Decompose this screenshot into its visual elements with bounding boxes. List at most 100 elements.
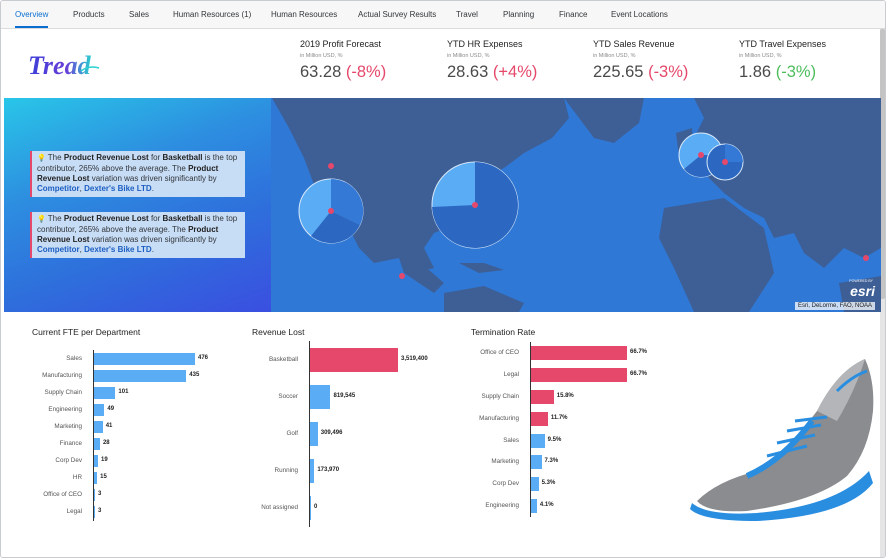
fte-bar[interactable] xyxy=(94,352,195,365)
fte-category-label: Corp Dev xyxy=(55,457,82,465)
fte-bar[interactable] xyxy=(94,489,95,502)
fte-bar[interactable] xyxy=(94,472,98,485)
tab-overview[interactable]: Overview xyxy=(15,1,49,28)
marker-dot[interactable] xyxy=(472,202,478,208)
logo-swoosh-icon: Tread xyxy=(28,51,100,80)
marker-dot[interactable] xyxy=(698,152,704,158)
location-dot[interactable] xyxy=(328,163,334,169)
termination-chart-title: Termination Rate xyxy=(471,327,536,337)
insight-text: . xyxy=(151,184,154,193)
insight-dimension: Basketball xyxy=(162,214,203,223)
kpi-subtitle: in Million USD, % xyxy=(300,53,343,59)
fte-value-label: 41 xyxy=(105,422,113,429)
tab-planning[interactable]: Planning xyxy=(503,10,535,19)
termination-value-label: 66.7% xyxy=(630,348,648,355)
tab-finance[interactable]: Finance xyxy=(559,10,588,19)
fte-axis xyxy=(93,350,94,521)
fte-category-label: Sales xyxy=(66,354,82,362)
fte-category-label: Engineering xyxy=(48,405,82,413)
insight-link-company[interactable]: Dexter's Bike LTD xyxy=(84,245,152,254)
fte-bar[interactable] xyxy=(94,420,103,433)
kpi-value: 225.65 (-3%) xyxy=(593,63,743,82)
termination-bar[interactable] xyxy=(531,433,545,448)
revenue-bar[interactable] xyxy=(310,422,318,446)
location-dot[interactable] xyxy=(863,255,869,261)
kpi-delta: (-3%) xyxy=(776,63,816,81)
marker-dot[interactable] xyxy=(328,208,334,214)
fte-bar[interactable] xyxy=(94,403,105,416)
geo-map[interactable]: 💡 The Product Revenue Lost for Basketbal… xyxy=(4,98,881,312)
tab-human-resources[interactable]: Human Resources xyxy=(271,10,338,19)
insight-text: for xyxy=(148,214,163,223)
revenue-bar[interactable] xyxy=(310,384,331,409)
smart-insight-card[interactable]: 💡 The Product Revenue Lost for Basketbal… xyxy=(30,212,245,258)
revenue-bar[interactable] xyxy=(310,496,311,521)
kpi-subtitle: in Million USD, % xyxy=(739,53,782,59)
kpi-number: 63.28 xyxy=(300,63,342,81)
termination-category-label: Manufacturing xyxy=(479,414,519,422)
termination-bar[interactable] xyxy=(531,499,537,514)
tab-actual-survey-results[interactable]: Actual Survey Results xyxy=(358,10,437,19)
kpi-tile[interactable]: YTD HR Expenses in Million USD, % 28.63 (+… xyxy=(447,39,597,82)
fte-value-label: 3 xyxy=(98,491,102,498)
kpi-delta-value: -8% xyxy=(351,63,381,81)
fte-bar[interactable] xyxy=(94,386,116,399)
insight-text: is the top contributor, 265% above the a… xyxy=(37,153,238,173)
kpi-tile[interactable]: YTD Sales Revenue in Million USD, % 225.65… xyxy=(593,39,743,82)
kpi-value: 28.63 (+4%) xyxy=(447,63,597,82)
kpi-delta: (-3%) xyxy=(648,63,688,81)
insight-text: for xyxy=(148,153,163,162)
revenue-category-label: Basketball xyxy=(268,355,298,363)
revenue-value-label: 0 xyxy=(314,504,318,511)
fte-category-label: Marketing xyxy=(54,422,82,430)
revenue-bar[interactable] xyxy=(310,347,398,372)
tab-event-locations[interactable]: Event Locations xyxy=(611,10,668,19)
fte-value-label: 476 xyxy=(198,354,209,361)
kpi-delta-close: ) xyxy=(531,63,538,81)
insight-measure: Product Revenue Lost xyxy=(37,225,219,244)
marker-dot[interactable] xyxy=(722,159,728,165)
fte-bar[interactable] xyxy=(94,506,95,519)
tab-sales[interactable]: Sales xyxy=(129,10,150,19)
fte-bar[interactable] xyxy=(94,438,100,451)
termination-bar[interactable] xyxy=(531,345,627,360)
termination-bar[interactable] xyxy=(531,389,554,404)
pie-marker-east[interactable] xyxy=(431,161,519,249)
pie-marker-central-europe[interactable] xyxy=(706,143,744,181)
logo-text: Tread xyxy=(28,51,92,80)
kpi-delta-value: -3% xyxy=(781,63,811,81)
kpi-subtitle: in Million USD, % xyxy=(593,53,636,59)
revenue-value-label: 819,545 xyxy=(333,392,356,399)
kpi-delta-close: ) xyxy=(810,63,817,81)
location-dot[interactable] xyxy=(399,273,405,279)
termination-axis xyxy=(530,342,531,518)
insight-link-competitor[interactable]: Competitor xyxy=(37,184,80,193)
vertical-scrollbar[interactable] xyxy=(880,29,885,557)
smart-insight-card[interactable]: 💡 The Product Revenue Lost for Basketbal… xyxy=(30,151,245,197)
fte-bar[interactable] xyxy=(94,455,99,468)
tab-products[interactable]: Products xyxy=(73,10,105,19)
termination-bar[interactable] xyxy=(531,455,542,470)
insight-link-competitor[interactable]: Competitor xyxy=(37,245,80,254)
scrollbar-thumb[interactable] xyxy=(880,29,885,299)
fte-category-label: Legal xyxy=(66,508,82,516)
kpi-tile[interactable]: YTD Travel Expenses in Million USD, % 1.86… xyxy=(739,39,885,82)
termination-bar[interactable] xyxy=(531,367,627,382)
termination-bar[interactable] xyxy=(531,477,539,492)
kpi-delta-open: ( xyxy=(648,63,654,81)
termination-category-label: Engineering xyxy=(485,502,519,510)
insight-link-company[interactable]: Dexter's Bike LTD xyxy=(84,184,152,193)
fte-bar[interactable] xyxy=(94,369,187,382)
termination-category-label: Sales xyxy=(503,436,519,444)
termination-value-label: 9.5% xyxy=(547,436,562,443)
revenue-axis xyxy=(309,341,310,527)
insight-measure: Product Revenue Lost xyxy=(63,214,149,223)
revenue-bar[interactable] xyxy=(310,459,315,484)
pie-marker-west[interactable] xyxy=(298,178,364,244)
kpi-title: YTD Sales Revenue xyxy=(593,39,675,49)
fte-value-label: 3 xyxy=(98,508,102,515)
kpi-tile[interactable]: 2019 Profit Forecast in Million USD, % 63.… xyxy=(300,39,450,82)
termination-bar[interactable] xyxy=(531,411,548,426)
tab-travel[interactable]: Travel xyxy=(456,10,478,19)
tab-human-resources-1[interactable]: Human Resources (1) xyxy=(173,10,252,19)
